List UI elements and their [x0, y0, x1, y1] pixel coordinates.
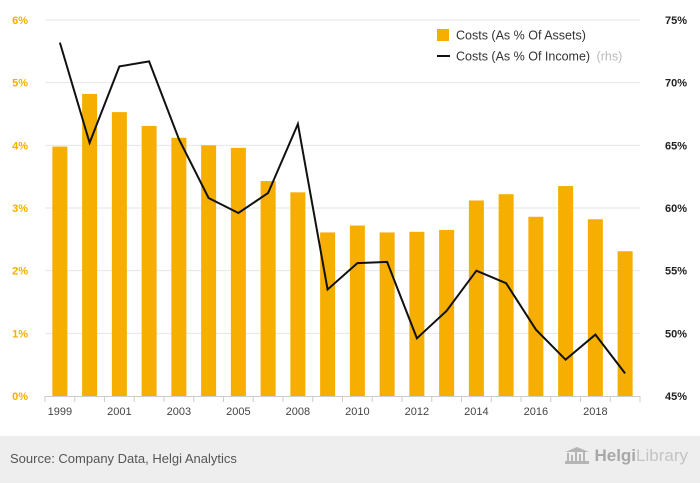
y-right-tick-label: 45%: [665, 391, 687, 403]
chart: 0% 1% 2% 3% 4% 5% 6% 45% 50% 55% 60% 65% 70% 75% 1999 2…: [12, 15, 687, 418]
x-tick-label: 2012: [405, 406, 429, 418]
footer: Source: Company Data, Helgi Analytics He…: [0, 436, 700, 483]
legend-rhs-note: (rhs): [597, 50, 623, 64]
y-right-tick-label: 75%: [665, 15, 687, 27]
legend-bar-label: Costs (As % Of Assets): [456, 29, 586, 43]
bar: [558, 186, 574, 396]
x-tick-label: 2001: [107, 406, 131, 418]
y-right-tick-label: 65%: [665, 140, 687, 152]
bar: [409, 231, 425, 396]
bar: [528, 216, 544, 396]
bar: [111, 112, 127, 397]
bar: [230, 147, 246, 396]
x-tick-label: 2005: [226, 406, 250, 418]
legend: Costs (As % Of Assets) Costs (As % Of In…: [437, 29, 622, 64]
bar: [349, 225, 365, 396]
y-left-tick-label: 3%: [12, 203, 28, 215]
brand-logo[interactable]: Helgi Library: [564, 446, 688, 466]
bar: [52, 146, 68, 396]
y-right-tick-label: 50%: [665, 328, 687, 340]
bar: [617, 251, 633, 396]
bar: [439, 229, 455, 396]
brand-name-light: Library: [636, 446, 688, 465]
y-left-tick-label: 1%: [12, 328, 28, 340]
legend-bar-swatch: [437, 29, 449, 41]
y-left-tick-label: 4%: [12, 140, 28, 152]
x-tick-label: 2003: [167, 406, 191, 418]
line-path: [58, 42, 626, 375]
bar-series: [52, 93, 633, 397]
y-right-tick-label: 55%: [665, 266, 687, 278]
bar: [260, 181, 276, 396]
legend-line-label-text: Costs (As % Of Income) (rhs): [456, 50, 622, 64]
library-building-icon: [565, 447, 590, 464]
bar: [468, 200, 484, 396]
bar: [290, 192, 306, 396]
bar: [141, 125, 157, 396]
bar: [587, 219, 603, 396]
y-left-tick-label: 0%: [12, 391, 28, 403]
bar: [171, 137, 187, 396]
bar: [498, 194, 514, 396]
gridlines: [45, 19, 640, 334]
brand-name-strong: Helgi: [594, 446, 637, 465]
x-tick-label: 1999: [48, 406, 72, 418]
source-note: Source: Company Data, Helgi Analytics: [10, 451, 237, 466]
axes: 0% 1% 2% 3% 4% 5% 6% 45% 50% 55% 60% 65% 70% 75% 1999 2…: [12, 15, 687, 418]
x-tick-label: 2010: [345, 406, 369, 418]
x-tick-label: 2018: [583, 406, 607, 418]
bar: [201, 145, 217, 396]
y-right-tick-label: 60%: [665, 203, 687, 215]
y-right-tick-label: 70%: [665, 78, 687, 90]
y-left-tick-label: 2%: [12, 266, 28, 278]
x-tick-label: 2016: [524, 406, 548, 418]
bar: [379, 232, 395, 396]
y-left-tick-label: 5%: [12, 78, 28, 90]
bar: [82, 93, 98, 397]
legend-line-label: Costs (As % Of Income): [456, 50, 590, 64]
line-series: [58, 42, 626, 375]
x-tick-label: 2014: [464, 406, 488, 418]
x-tick-label: 2008: [286, 406, 310, 418]
y-left-tick-label: 6%: [12, 15, 28, 27]
